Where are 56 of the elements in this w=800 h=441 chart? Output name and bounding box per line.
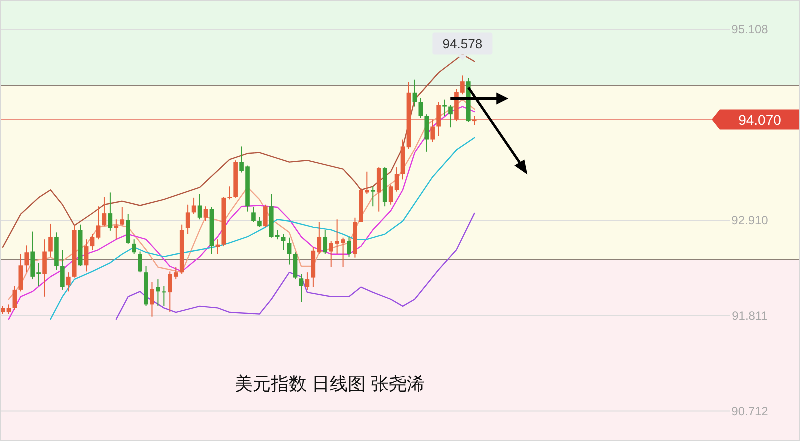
candlestick [317, 222, 322, 255]
candlestick [108, 192, 113, 232]
y-tick-label: 92.910 [732, 214, 769, 228]
candlestick [281, 234, 286, 251]
candlestick [442, 99, 447, 117]
candlestick [394, 167, 400, 192]
candlestick [48, 223, 53, 258]
candlestick [424, 114, 430, 152]
candlestick [138, 251, 142, 274]
candlestick [192, 197, 196, 215]
candlestick [252, 206, 256, 223]
candlestick [370, 186, 376, 208]
ref-line-label: 94.070 [738, 112, 782, 128]
candlestick [305, 272, 310, 290]
line-series [116, 212, 476, 320]
candlestick [24, 245, 30, 274]
candlestick [96, 206, 101, 240]
candlestick [12, 286, 18, 310]
y-tick-label: 95.108 [732, 22, 769, 37]
candlestick [186, 204, 190, 235]
candlestick [150, 282, 154, 318]
candlestick [66, 272, 71, 292]
line-series [2, 54, 476, 248]
candlestick [162, 286, 166, 307]
candlestick [42, 239, 47, 298]
candlestick [299, 274, 304, 303]
candlestick [228, 186, 232, 200]
candlestick [347, 236, 352, 258]
candlestick [90, 234, 95, 251]
candlestick [258, 216, 262, 228]
candlestick [84, 239, 89, 272]
y-tick-label: 90.712 [732, 404, 769, 418]
candlestick [448, 104, 453, 128]
candlestick [60, 250, 65, 290]
candlestick [418, 98, 424, 119]
candlestick [436, 102, 441, 137]
candlestick [126, 214, 131, 244]
y-tick-label: 91.811 [732, 308, 768, 323]
candlestick [198, 194, 202, 220]
candlestick [120, 206, 125, 226]
candlestick [156, 279, 160, 307]
candlestick [412, 79, 418, 108]
candlestick [6, 304, 12, 315]
candlestick [430, 119, 435, 143]
line-series [50, 137, 476, 320]
candlestick [132, 239, 136, 255]
annotation: 94.578 [442, 36, 483, 52]
candlestick [204, 206, 208, 222]
candlestick [293, 252, 298, 280]
candlestick [323, 230, 328, 255]
candlestick [102, 196, 107, 228]
candlestick [388, 184, 394, 206]
candlestick [287, 237, 292, 266]
text: 美元指数 日线图 张尧浠 [234, 374, 426, 394]
candlestick [264, 204, 268, 228]
candlestick [114, 219, 119, 240]
